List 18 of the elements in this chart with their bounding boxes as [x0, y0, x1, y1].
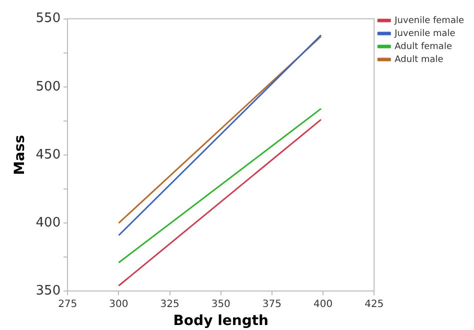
y-tick-label: 450 [36, 147, 61, 162]
x-tick-label: 300 [109, 298, 128, 310]
legend-label: Adult female [394, 42, 452, 52]
x-tick-label: 400 [314, 298, 333, 310]
x-tick-label: 425 [364, 298, 384, 310]
legend-label: Adult male [394, 54, 444, 65]
y-tick-label: 400 [36, 215, 61, 230]
y-axis-title: Mass [12, 134, 28, 176]
x-tick-label: 275 [58, 298, 78, 310]
x-tick-label: 325 [160, 298, 180, 310]
y-tick-label: 550 [36, 11, 61, 26]
x-axis-title: Body length [173, 313, 269, 330]
x-tick-label: 375 [262, 298, 282, 310]
legend-label: Juvenile female [394, 16, 464, 26]
y-tick-label: 500 [36, 79, 61, 94]
legend-label: Juvenile male [394, 28, 456, 39]
x-tick-label: 350 [211, 298, 230, 310]
y-tick-label: 350 [36, 284, 61, 299]
